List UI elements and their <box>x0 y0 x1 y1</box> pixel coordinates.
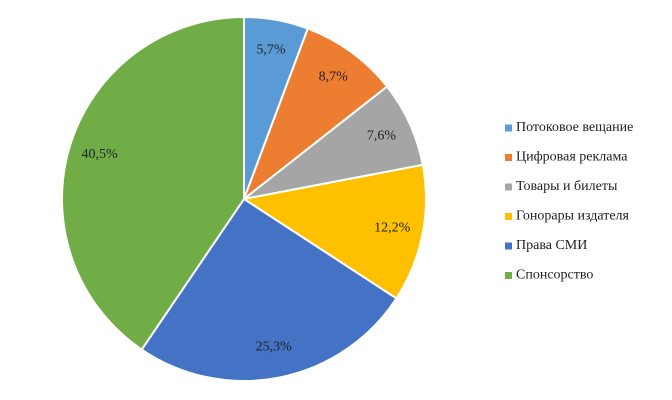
legend-swatch <box>505 213 512 220</box>
pie-slice <box>61 15 245 351</box>
legend-label: Права СМИ <box>516 238 587 253</box>
data-label: 12,2% <box>374 220 411 235</box>
data-label: 25,3% <box>256 339 293 354</box>
pie-slice <box>241 163 427 300</box>
legend-label: Потоковое вещание <box>516 120 633 135</box>
legend-label: Спонсорство <box>516 268 593 283</box>
legend-label: Гонорары издателя <box>516 209 630 224</box>
legend-swatch <box>505 183 512 191</box>
pie-slice <box>140 197 398 382</box>
legend-swatch <box>505 272 512 279</box>
legend-swatch <box>505 242 512 250</box>
data-label: 8,7% <box>319 69 349 84</box>
legend-label: Товары и билеты <box>516 179 618 194</box>
pie-slice <box>241 27 389 202</box>
data-label: 5,7% <box>256 43 286 58</box>
legend-label: Цифровая реклама <box>516 150 628 165</box>
legend-swatch <box>505 124 512 132</box>
data-label: 7,6% <box>367 129 397 144</box>
legend-swatch <box>505 154 512 161</box>
data-label: 40,5% <box>82 147 119 162</box>
